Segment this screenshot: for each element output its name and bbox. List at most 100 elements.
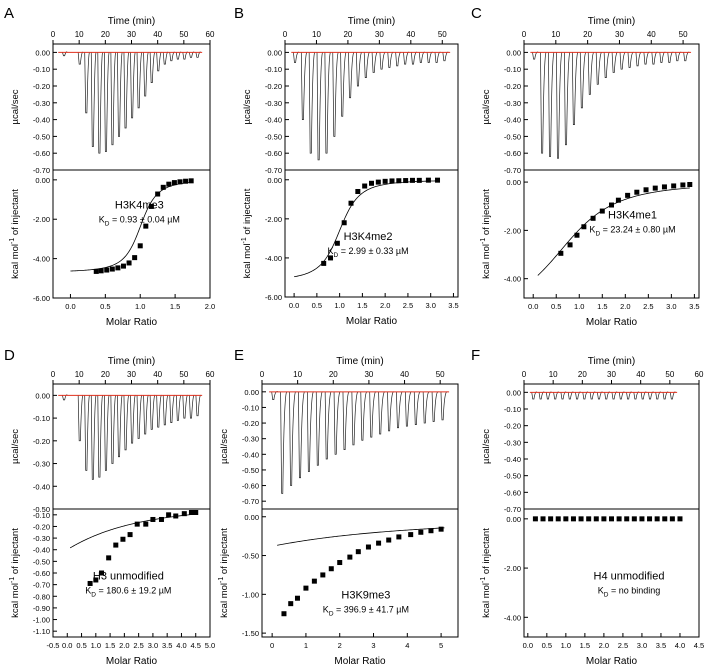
y-tick-label: 0.00 xyxy=(35,391,50,400)
injection-peak xyxy=(575,391,582,400)
injection-peak xyxy=(579,52,587,109)
data-point xyxy=(321,260,327,266)
y-tick-label: 0.00 xyxy=(244,388,259,397)
panel-f: F 0 10 20 30 40 50 60 Time (min) 0.00 -0.10 -0.20 -0… xyxy=(471,347,704,667)
kd-text: = 23.24 ± 0.80 µM xyxy=(600,225,675,235)
injection-peak xyxy=(669,391,676,400)
data-point xyxy=(132,255,138,261)
injection-peak xyxy=(538,391,545,400)
data-point xyxy=(590,215,596,221)
data-point xyxy=(647,516,653,522)
y-tick-label: -4.00 xyxy=(33,255,50,264)
x-tick-label: 40 xyxy=(153,30,162,39)
y-axis-title-part: of injectant xyxy=(481,189,492,238)
kd-symbol: K xyxy=(85,585,91,595)
data-point xyxy=(87,580,93,586)
data-point xyxy=(654,516,660,522)
x-tick-label: 40 xyxy=(406,30,415,39)
kd-text: = no binding xyxy=(608,585,660,595)
panel-label: B xyxy=(234,5,244,22)
plot-frame xyxy=(284,169,459,298)
data-point xyxy=(652,185,658,191)
x-tick-label: 50 xyxy=(179,30,188,39)
data-point xyxy=(320,572,326,578)
data-point xyxy=(418,529,424,535)
injection-peak xyxy=(90,52,97,147)
injection-peak xyxy=(298,391,306,479)
injection-peak xyxy=(315,391,323,466)
injection-peak xyxy=(293,51,300,63)
injection-peak xyxy=(378,391,386,435)
data-point xyxy=(615,197,621,203)
plot-frame xyxy=(523,508,700,638)
x-tick-label: 3.5 xyxy=(162,641,172,650)
data-point xyxy=(109,266,115,272)
y-tick-label: -0.40 xyxy=(33,482,50,491)
data-point xyxy=(288,601,294,607)
y-tick-label: -2.00 xyxy=(265,215,282,224)
x-tick-label: 0.5 xyxy=(312,301,322,310)
injection-peak xyxy=(169,395,176,423)
binding-isotherm-plot: 0 1 2 3 4 5 Molar Ratio 0.00 -0.50 -1.00 -1.50 kcal… xyxy=(218,508,459,667)
x-axis-title: Time (min) xyxy=(108,356,155,367)
injection-peak xyxy=(324,52,331,154)
kd-symbol: K xyxy=(598,585,604,595)
x-tick-label: 2.5 xyxy=(133,641,143,650)
x-tick-label: 4.0 xyxy=(675,641,685,650)
y-tick-label: -0.50 xyxy=(504,472,521,481)
x-tick-label: 3.5 xyxy=(656,641,666,650)
injection-peak xyxy=(97,52,104,154)
data-point xyxy=(435,177,441,183)
injection-peak xyxy=(635,51,642,67)
data-point xyxy=(173,513,179,519)
injection-peak xyxy=(117,52,123,137)
kd-subscript: D xyxy=(595,231,600,238)
injection-peak xyxy=(618,391,625,400)
x-tick-label: 40 xyxy=(153,370,162,379)
thermogram-plot: 0 10 20 30 40 50 60 Time (min) 0.00 -0.10 -0.20 -0.… xyxy=(481,356,704,514)
kd-subscript: D xyxy=(329,611,334,618)
y-tick-label: 0.00 xyxy=(267,48,282,57)
x-axis-title: Time (min) xyxy=(348,16,395,27)
data-point xyxy=(106,555,112,561)
y-tick-label: -0.20 xyxy=(242,419,259,428)
x-tick-label: 0.0 xyxy=(65,302,75,311)
injection-peak xyxy=(189,394,195,419)
y-tick-label: -0.70 xyxy=(504,505,521,514)
data-point xyxy=(334,240,340,246)
injection-peak xyxy=(648,391,655,400)
data-point xyxy=(93,577,99,583)
injection-peak xyxy=(77,395,84,442)
y-tick-label: -0.10 xyxy=(265,65,282,74)
injection-peak xyxy=(143,52,149,97)
injection-peak xyxy=(130,52,136,119)
data-point xyxy=(662,516,668,522)
injection-peak xyxy=(655,391,662,400)
injection-peak xyxy=(169,51,175,62)
x-tick-label: 0 xyxy=(283,30,288,39)
plot-frame xyxy=(523,383,700,510)
x-tick-label: 20 xyxy=(583,30,592,39)
data-point xyxy=(669,516,675,522)
data-point xyxy=(386,537,392,543)
fit-curve xyxy=(294,180,440,278)
y-axis-title-part: of injectant xyxy=(219,528,230,577)
injection-peak xyxy=(175,51,182,60)
panel-label: F xyxy=(471,347,480,364)
data-point xyxy=(609,516,614,522)
data-point xyxy=(438,526,444,532)
injection-peak xyxy=(403,51,410,65)
injection-peak xyxy=(675,51,682,62)
data-point xyxy=(337,560,343,566)
x-tick-label: 3.0 xyxy=(666,302,676,311)
y-tick-label: -0.70 xyxy=(33,166,50,175)
data-point xyxy=(578,516,584,522)
x-tick-label: 2.0 xyxy=(205,302,215,311)
y-tick-label: -0.50 xyxy=(242,466,259,475)
y-tick-label: -0.90 xyxy=(33,604,50,613)
y-axis-title: µcal/sec xyxy=(219,429,230,464)
y-axis-title-part: kcal mol xyxy=(481,583,492,618)
data-point xyxy=(631,516,637,522)
injection-peak xyxy=(363,52,371,78)
